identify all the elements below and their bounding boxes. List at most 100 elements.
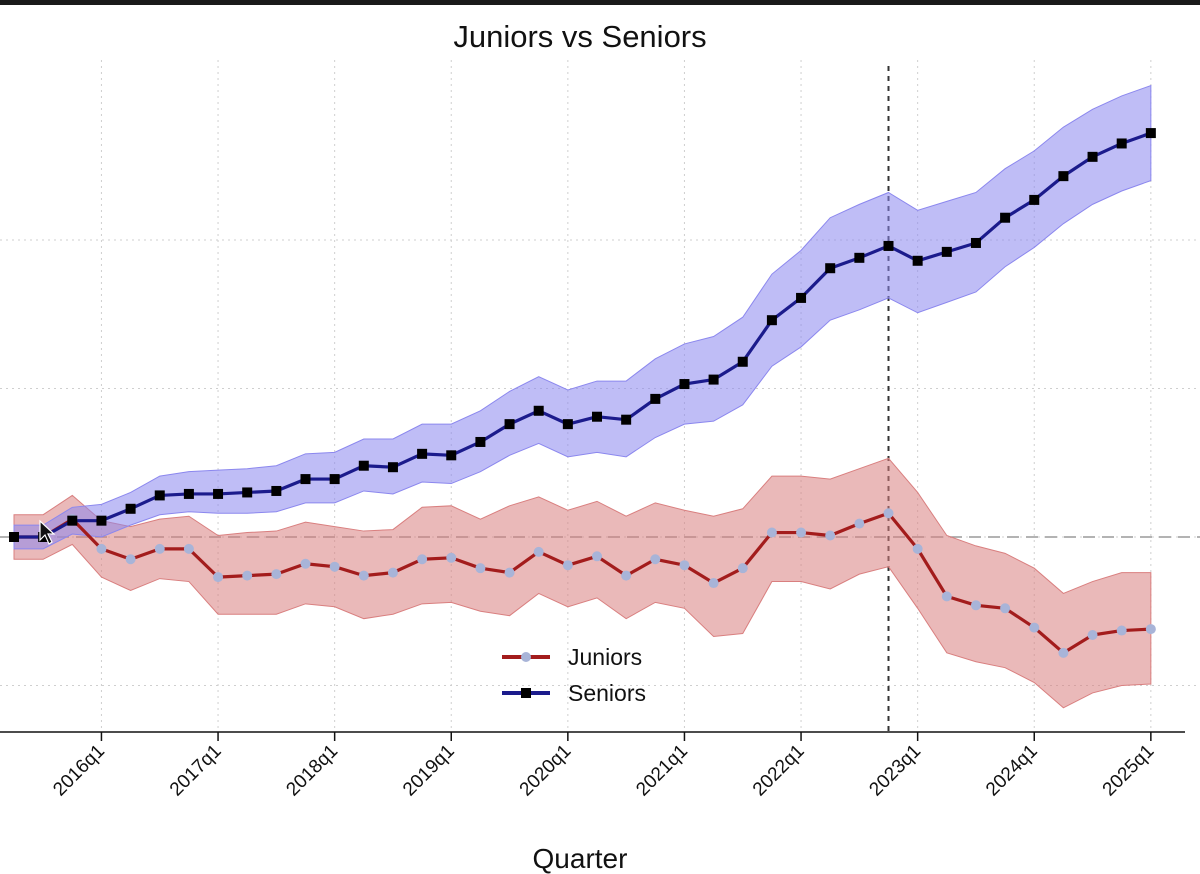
data-point-seniors <box>504 419 515 430</box>
data-point-juniors <box>446 552 457 563</box>
data-point-juniors <box>796 527 807 538</box>
data-point-seniors <box>242 487 253 498</box>
data-point-seniors <box>358 460 369 471</box>
data-point-seniors <box>533 405 544 416</box>
data-point-seniors <box>766 315 777 326</box>
x-tick-label: 2018q1 <box>283 741 343 801</box>
data-point-seniors <box>1029 194 1040 205</box>
series-lines <box>14 131 1152 655</box>
x-tick-label: 2017q1 <box>166 741 226 801</box>
data-point-juniors <box>1000 603 1011 614</box>
data-point-juniors <box>213 572 224 583</box>
data-point-juniors <box>679 560 690 571</box>
data-point-juniors <box>1145 624 1156 635</box>
mouse-cursor-icon <box>39 519 56 545</box>
line-seniors <box>14 131 1152 539</box>
data-point-juniors <box>1029 622 1040 633</box>
data-point-juniors <box>183 543 194 554</box>
legend-marker-seniors <box>521 688 531 698</box>
data-point-seniors <box>387 462 398 473</box>
data-point-juniors <box>358 570 369 581</box>
data-point-juniors <box>1116 625 1127 636</box>
data-point-seniors <box>796 292 807 303</box>
data-point-seniors <box>183 488 194 499</box>
legend-marker-juniors <box>521 652 531 662</box>
data-point-seniors <box>96 515 107 526</box>
data-point-juniors <box>154 543 165 554</box>
data-point-juniors <box>621 570 632 581</box>
data-point-juniors <box>825 530 836 541</box>
data-point-seniors <box>650 393 661 404</box>
data-point-seniors <box>970 237 981 248</box>
data-point-juniors <box>562 560 573 571</box>
data-point-juniors <box>1058 647 1069 658</box>
data-point-seniors <box>737 356 748 367</box>
data-point-juniors <box>96 543 107 554</box>
x-axis-ticks: 2016q1 2017q1 2018q1 2019q1 2020q1 2021q1 2022… <box>49 732 1158 800</box>
data-point-juniors <box>504 567 515 578</box>
legend-label-seniors: Seniors <box>568 680 646 706</box>
data-point-juniors <box>329 561 340 572</box>
data-point-seniors <box>213 488 224 499</box>
x-tick-label: 2021q1 <box>632 741 692 801</box>
data-point-seniors <box>941 246 952 257</box>
data-point-juniors <box>475 563 486 574</box>
data-point-seniors <box>446 450 457 461</box>
data-point-seniors <box>825 263 836 274</box>
data-point-seniors <box>125 503 136 514</box>
data-point-seniors <box>854 252 865 263</box>
data-point-juniors <box>300 558 311 569</box>
data-point-juniors <box>737 563 748 574</box>
data-point-juniors <box>708 578 719 589</box>
data-point-seniors <box>417 448 428 459</box>
data-point-juniors <box>387 567 398 578</box>
chart-title: Juniors vs Seniors <box>453 19 706 54</box>
data-point-juniors <box>592 551 602 562</box>
data-point-seniors <box>679 379 690 390</box>
data-point-seniors <box>562 419 573 430</box>
data-point-seniors <box>271 485 282 496</box>
line-juniors <box>14 511 1151 655</box>
data-point-seniors <box>1116 138 1127 149</box>
series-markers <box>9 128 1156 658</box>
x-tick-label: 2024q1 <box>982 741 1042 801</box>
data-point-seniors <box>708 374 719 385</box>
data-point-juniors <box>417 554 428 565</box>
data-point-juniors <box>912 543 923 554</box>
legend: Juniors Seniors <box>502 644 646 706</box>
x-axis-title: Quarter <box>533 843 628 874</box>
data-point-juniors <box>854 518 865 529</box>
data-point-juniors <box>650 554 661 565</box>
data-point-seniors <box>883 240 894 251</box>
data-point-juniors <box>1087 630 1098 641</box>
data-point-seniors <box>475 436 486 447</box>
data-point-juniors <box>970 600 981 611</box>
data-point-seniors <box>9 532 19 542</box>
band-seniors <box>13 84 1152 550</box>
data-point-seniors <box>154 490 165 501</box>
x-tick-label: 2019q1 <box>399 741 459 801</box>
data-point-seniors <box>329 474 340 485</box>
data-point-juniors <box>242 570 253 581</box>
data-point-seniors <box>621 414 632 425</box>
confidence-bands <box>13 84 1152 709</box>
x-tick-label: 2020q1 <box>516 741 576 801</box>
data-point-juniors <box>271 569 282 580</box>
x-tick-label: 2025q1 <box>1099 741 1159 801</box>
x-tick-label: 2023q1 <box>866 741 926 801</box>
x-tick-label: 2016q1 <box>49 741 109 801</box>
data-point-seniors <box>1058 171 1069 182</box>
data-point-juniors <box>883 508 894 519</box>
data-point-seniors <box>1087 151 1098 162</box>
data-point-juniors <box>766 527 777 538</box>
legend-label-juniors: Juniors <box>568 644 642 670</box>
data-point-juniors <box>533 546 544 557</box>
data-point-seniors <box>592 411 602 422</box>
x-tick-label: 2022q1 <box>749 741 809 801</box>
data-point-juniors <box>125 554 136 565</box>
data-point-seniors <box>1145 128 1156 139</box>
data-point-seniors <box>1000 212 1011 223</box>
top-border <box>0 0 1200 5</box>
data-point-seniors <box>67 515 78 526</box>
